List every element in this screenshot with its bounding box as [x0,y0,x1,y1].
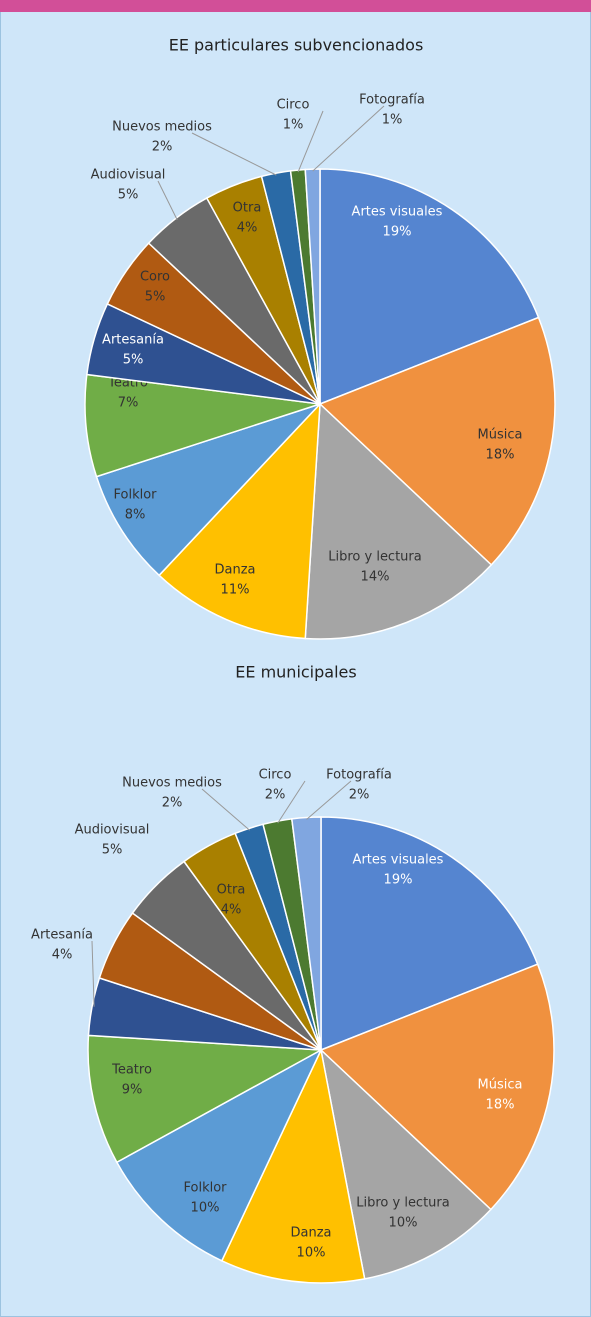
slice-label: Fotografía [326,768,392,783]
slice-value: 4% [221,903,242,918]
slice-value: 19% [384,873,413,888]
slice-value: 1% [382,113,403,128]
slice-value: 18% [486,448,515,463]
slice-label: Folklor [183,1181,227,1196]
leader-line [91,940,95,1007]
leader-line [201,788,250,831]
pie-slice [158,401,321,640]
slice-value: 2% [162,796,183,811]
leader-line [312,105,385,172]
slice-label: Otra [233,201,262,216]
slice-label: Folklor [113,488,157,503]
pie-slice [290,816,322,1051]
slice-label: Nuevos medios [112,120,212,135]
slice-label: Nuevos medios [122,776,222,791]
slice-value: 18% [486,1098,515,1113]
chart-title: EE municipales [235,663,356,682]
slice-label: Circo [259,768,292,783]
pie-slice [220,1047,366,1284]
pie-slice [304,168,321,405]
pie-slice [318,316,556,566]
leader-line [306,780,352,820]
slice-label: Música [478,1078,523,1093]
leader-line [191,132,277,176]
slice-value: 7% [118,396,139,411]
leader-line [277,780,306,824]
slice-value: 5% [123,353,144,368]
slice-label: Danza [214,563,255,578]
slice-label: Coro [140,270,170,285]
slice-label: Música [478,428,523,443]
slice-value: 10% [297,1246,326,1261]
slice-value: 11% [221,583,250,598]
slice-value: 2% [152,140,173,155]
slice-label: Artes visuales [352,205,443,220]
slice-label: Circo [277,98,310,113]
pie-slice [84,373,321,478]
slice-label: Libro y lectura [356,1196,449,1211]
pie-slice [319,168,540,406]
leader-line [297,110,324,173]
pie-slice [87,1034,324,1164]
pie-slice [319,963,555,1211]
chart-title: EE particulares subvencionados [169,36,424,55]
slice-value: 4% [237,221,258,236]
slice-value: 5% [145,290,166,305]
top-bar [0,0,591,12]
pie-slice [320,816,539,1052]
slice-value: 2% [265,788,286,803]
slice-value: 8% [125,508,146,523]
slice-value: 10% [191,1201,220,1216]
pie-slice [319,1047,492,1280]
slice-value: 19% [383,225,412,240]
slice-label: Artesanía [31,928,93,943]
slice-label: Artesanía [102,333,164,348]
slice-label: Libro y lectura [328,550,421,565]
slice-value: 5% [102,843,123,858]
slice-label: Fotografía [359,93,425,108]
pie-slice [95,403,321,577]
slice-label: Artes visuales [353,853,444,868]
leader-line [157,180,178,221]
slice-label: Audiovisual [91,168,166,183]
pie-slice [115,1048,323,1262]
slice-value: 4% [52,948,73,963]
slice-label: Audiovisual [75,823,150,838]
slice-value: 9% [122,1083,143,1098]
slice-value: 14% [361,570,390,585]
slice-value: 10% [389,1216,418,1231]
slice-label: Otra [217,883,246,898]
slice-label: Danza [290,1226,331,1241]
slice-value: 5% [118,188,139,203]
slice-label: Teatro [111,1063,152,1078]
slice-value: 1% [283,118,304,133]
slice-value: 2% [349,788,370,803]
pie-slice [304,402,493,640]
